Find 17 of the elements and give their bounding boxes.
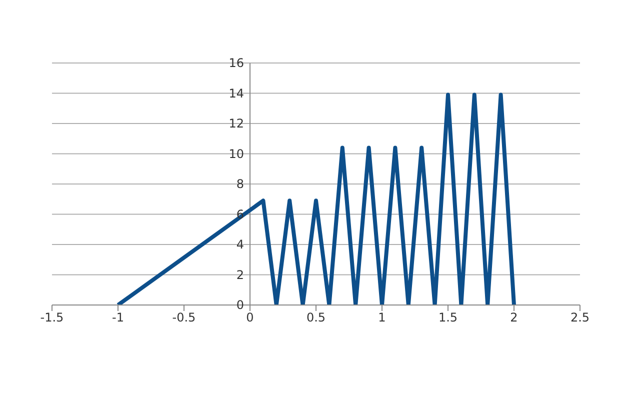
x-tick-label: 2.5 [570, 310, 590, 325]
y-tick-label: 12 [228, 116, 244, 130]
x-tick-label: 1.5 [438, 310, 458, 325]
x-tick-label: -0.5 [172, 310, 196, 325]
y-tick-label: 10 [228, 146, 244, 161]
y-tick-label: 16 [228, 56, 244, 70]
x-tick-label: -1 [112, 310, 124, 325]
y-tick-label: 4 [236, 238, 244, 252]
y-tick-label: 8 [236, 177, 244, 191]
y-tick-label: 14 [228, 86, 244, 100]
x-tick-label: 0 [246, 310, 254, 325]
x-tick-label: 1 [378, 310, 386, 325]
y-tick-label: 2 [236, 268, 244, 282]
x-tick-label: 0.5 [306, 310, 326, 325]
y-tick-label: 6 [236, 207, 244, 222]
x-tick-label: 2 [510, 310, 518, 325]
x-tick-label: -1.5 [40, 310, 64, 325]
